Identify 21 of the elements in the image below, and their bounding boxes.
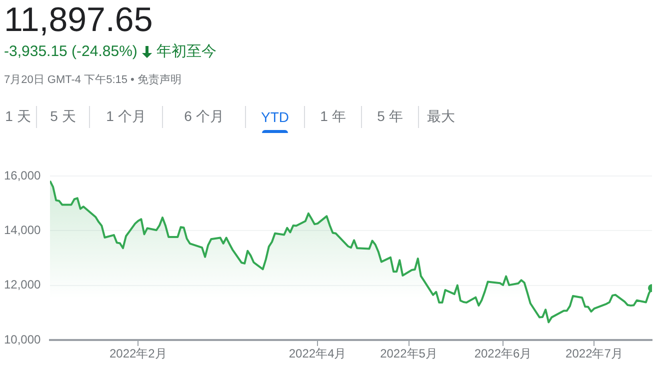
text: 5 年 (376, 107, 404, 126)
y-tick-label: 16,000 (4, 168, 42, 182)
y-tick-label: 12,000 (4, 278, 42, 292)
text: YTD (260, 108, 290, 127)
text: 年初至今 (156, 42, 216, 62)
x-tick-label: 2022年6月 (474, 346, 532, 361)
x-tick-label: 2022年7月 (566, 346, 623, 361)
chart-title: 11,897.65 (4, 0, 153, 40)
chart-subtitle: -3,935.15 (-24.85%) (4, 42, 138, 62)
x-tick-label: 2022年5月 (380, 346, 438, 361)
text: 7月20日 GMT-4 下午5:15 • 免责声明 (4, 72, 182, 87)
y-tick-label: 14,000 (4, 222, 42, 237)
x-tick-label: 2022年4月 (288, 346, 346, 361)
y-tick-label: 10,000 (4, 332, 42, 346)
text: 1 个月 (105, 107, 147, 126)
x-tick-label: 2022年2月 (109, 346, 167, 361)
text: 最大 (426, 107, 456, 126)
text: 5 天 (49, 107, 77, 126)
text: 6 个月 (183, 107, 225, 126)
text: 1 天 (4, 107, 32, 126)
text: 1 年 (319, 107, 347, 126)
